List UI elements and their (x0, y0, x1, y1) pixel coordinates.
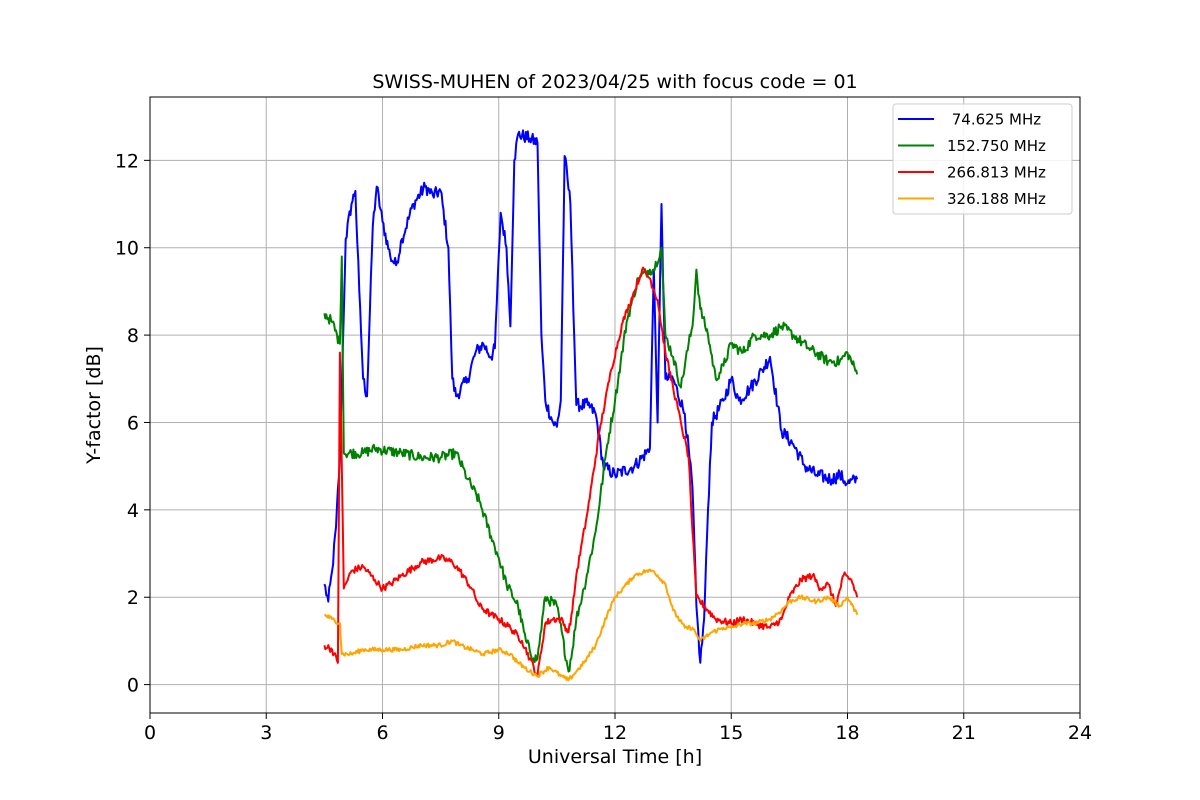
x-tick-label: 15 (719, 722, 743, 744)
y-tick-label: 6 (127, 412, 139, 434)
x-tick-label: 12 (603, 722, 627, 744)
y-tick-label: 0 (127, 675, 139, 697)
x-tick-label: 3 (260, 722, 272, 744)
series-line-2 (323, 266, 859, 677)
x-tick-label: 6 (376, 722, 388, 744)
y-tick-label: 4 (127, 500, 139, 522)
x-tick-label: 0 (144, 722, 156, 744)
series-line-0 (323, 129, 859, 664)
y-axis-label: Y-factor [dB] (83, 346, 105, 465)
x-axis-label: Universal Time [h] (528, 746, 702, 768)
legend-label: 74.625 MHz (947, 111, 1041, 129)
y-tick-label: 8 (127, 325, 139, 347)
y-tick-label: 10 (115, 238, 139, 260)
legend-label: 266.813 MHz (947, 164, 1046, 182)
series-line-3 (324, 568, 859, 682)
legend: 74.625 MHz 152.750 MHz 266.813 MHz 326.188 … (892, 103, 1073, 215)
y-tick-label: 2 (127, 587, 139, 609)
x-tick-label: 24 (1068, 722, 1092, 744)
legend-label: 152.750 MHz (947, 137, 1046, 155)
x-tick-label: 18 (835, 722, 859, 744)
y-tick-label: 12 (115, 150, 139, 172)
legend-box (892, 103, 1073, 215)
legend-label: 326.188 MHz (947, 190, 1046, 208)
chart-title: SWISS-MUHEN of 2023/04/25 with focus cod… (372, 71, 857, 93)
x-tick-label: 9 (493, 722, 505, 744)
series-layer (323, 129, 859, 682)
x-tick-label: 21 (952, 722, 976, 744)
series-line-1 (323, 246, 859, 673)
